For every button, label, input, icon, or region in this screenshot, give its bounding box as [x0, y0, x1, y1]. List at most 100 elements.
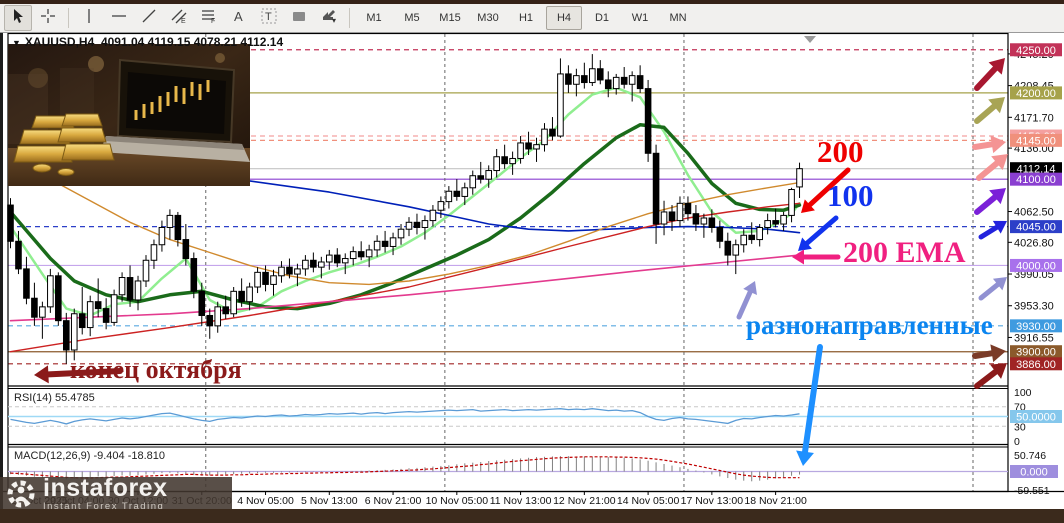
svg-text:6 Nov 21:00: 6 Nov 21:00 [365, 495, 422, 507]
cursor-tool-button[interactable] [4, 5, 32, 31]
equidistant-channel-icon: E [171, 8, 187, 29]
timeframe-m30-button[interactable]: M30 [477, 12, 499, 24]
svg-text:F: F [211, 18, 215, 24]
timeframe-h4-button[interactable]: H4 [546, 6, 582, 30]
svg-text:30: 30 [1014, 421, 1026, 433]
vertical-line-icon [81, 8, 97, 29]
svg-text:4100.00: 4100.00 [1016, 174, 1056, 186]
arrow-100 [798, 215, 839, 251]
vertical-line-tool-button[interactable] [75, 5, 103, 31]
shapes-tool-button[interactable] [285, 5, 313, 31]
text-label-icon: T [261, 8, 277, 29]
fibonacci-icon: F [201, 8, 217, 29]
logo-tagline: Instant Forex Trading [43, 500, 165, 512]
arrow-axis-darkred [974, 363, 1007, 389]
timeframe-m15-button[interactable]: M15 [439, 12, 461, 24]
arrow-macd-down [796, 344, 823, 466]
svg-text:18 Nov 21:00: 18 Nov 21:00 [744, 495, 807, 507]
svg-text:50.0000: 50.0000 [1016, 412, 1056, 424]
svg-text:14 Nov 05:00: 14 Nov 05:00 [617, 495, 680, 507]
horizontal-line-icon [111, 8, 127, 29]
svg-text:-59.551: -59.551 [1014, 485, 1050, 497]
arrow-axis-olive [974, 97, 1005, 124]
svg-text:4145.00: 4145.00 [1016, 135, 1056, 147]
svg-text:11 Nov 13:00: 11 Nov 13:00 [490, 495, 552, 507]
instaforex-logo: instaforex Instant Forex Trading [0, 473, 232, 512]
fibonacci-tool-button[interactable]: F [195, 5, 223, 31]
text-tool-button[interactable]: A [225, 5, 253, 31]
chart-area[interactable]: 4245.204208.454171.704136.004062.504026.… [0, 33, 1064, 523]
svg-text:▾: ▾ [332, 16, 336, 24]
svg-text:12 Nov 21:00: 12 Nov 21:00 [553, 495, 616, 507]
svg-text:70: 70 [1014, 402, 1026, 414]
svg-text:50.746: 50.746 [1014, 450, 1046, 462]
timeframe-w1-button[interactable]: W1 [631, 12, 649, 24]
arrow-axis-salmon-right [972, 135, 1006, 154]
svg-text:3900.00: 3900.00 [1016, 347, 1056, 359]
ma-red [9, 202, 801, 353]
trendline-icon [141, 8, 157, 29]
timeframe-m1-button[interactable]: M1 [366, 12, 382, 24]
instaforex-gear-icon [7, 480, 35, 507]
ma-slow-dark-green [8, 123, 802, 311]
arrow-axis-salmon-up [976, 154, 1008, 181]
candles [7, 54, 803, 364]
window-top-border [0, 0, 1064, 4]
text-label-tool-button[interactable]: T [255, 5, 283, 31]
arrow-lavender-chart [736, 281, 757, 320]
arrow-axis-purple [974, 188, 1006, 215]
svg-text:E: E [181, 18, 186, 24]
svg-text:3990.05: 3990.05 [1014, 269, 1054, 281]
crosshair-icon [40, 8, 56, 29]
svg-text:0: 0 [1014, 436, 1020, 448]
svg-text:A: A [234, 9, 243, 24]
svg-text:100: 100 [1014, 387, 1032, 399]
timeframe-d1-button[interactable]: D1 [594, 12, 610, 24]
timeframe-h1-button[interactable]: H1 [518, 12, 534, 24]
arrows-tool-button[interactable]: ▾ [315, 5, 343, 31]
svg-text:3886.00: 3886.00 [1016, 359, 1056, 371]
arrows-icon: ▾ [321, 8, 337, 29]
svg-text:10 Nov 05:00: 10 Nov 05:00 [426, 495, 489, 507]
arrow-axis-crimson [974, 58, 1005, 91]
horizontal-line-tool-button[interactable] [105, 5, 133, 31]
chart-shift-marker[interactable] [804, 36, 816, 43]
cursor-icon [10, 8, 26, 29]
shapes-icon [291, 8, 307, 29]
logo-name: instaforex [43, 473, 168, 502]
arrow-end-october [34, 365, 123, 384]
svg-text:4062.50: 4062.50 [1014, 207, 1054, 219]
rsi-line [10, 408, 800, 425]
crosshair-tool-button[interactable] [34, 5, 62, 31]
svg-text:3953.30: 3953.30 [1014, 301, 1054, 313]
arrow-200ema [792, 249, 841, 265]
svg-text:3930.00: 3930.00 [1016, 321, 1056, 333]
svg-text:4000.00: 4000.00 [1016, 260, 1056, 272]
arrow-200 [801, 167, 851, 213]
svg-text:17 Nov 13:00: 17 Nov 13:00 [681, 495, 744, 507]
timeframe-mn-button[interactable]: MN [669, 12, 687, 24]
svg-text:4200.00: 4200.00 [1016, 88, 1056, 100]
svg-text:4045.00: 4045.00 [1016, 222, 1056, 234]
macd-histogram [10, 456, 801, 482]
svg-text:4171.70: 4171.70 [1014, 112, 1054, 124]
text-icon: A [231, 8, 247, 29]
timeframe-m5-button[interactable]: M5 [404, 12, 420, 24]
svg-text:5 Nov 13:00: 5 Nov 13:00 [301, 495, 358, 507]
price-axis[interactable]: 4245.204208.454171.704136.004062.504026.… [1008, 43, 1062, 497]
svg-text:0.000: 0.000 [1020, 467, 1048, 479]
svg-text:4250.00: 4250.00 [1016, 45, 1056, 57]
arrow-axis-blue [978, 220, 1007, 240]
svg-text:4026.80: 4026.80 [1014, 237, 1054, 249]
svg-text:T: T [265, 11, 272, 23]
toolbar: E F A T ▾ M1 M5 M15 M30 H1 H4 D1 W1 MN [0, 4, 1064, 33]
trendline-tool-button[interactable] [135, 5, 163, 31]
equidistant-channel-tool-button[interactable]: E [165, 5, 193, 31]
macd-signal-line [10, 456, 800, 479]
chart-canvas[interactable]: 4245.204208.454171.704136.004062.504026.… [0, 33, 1064, 523]
svg-text:3916.55: 3916.55 [1014, 332, 1054, 344]
arrow-lavender-axis [978, 277, 1007, 301]
ma-200-ema-magenta [9, 254, 801, 322]
toolbar-separator [349, 8, 350, 28]
